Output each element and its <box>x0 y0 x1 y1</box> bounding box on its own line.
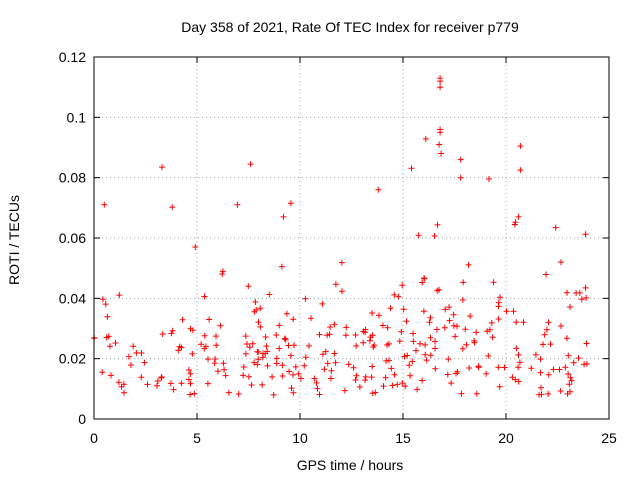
axis-ticks: 0 5 10 15 20 25 0 0.02 0.04 0.06 0.08 0.1 0.12 <box>59 49 617 446</box>
chart-title: Day 358 of 2021, Rate Of TEC Index for r… <box>181 19 519 35</box>
scatter-points <box>91 75 590 398</box>
y-tick-label: 0.04 <box>59 290 86 306</box>
x-axis-label: GPS time / hours <box>297 457 404 473</box>
y-axis-label: ROTI / TECUs <box>6 195 22 285</box>
y-tick-label: 0.02 <box>59 351 86 367</box>
x-tick-label: 10 <box>292 430 308 446</box>
grid-lines <box>94 57 609 419</box>
x-tick-label: 20 <box>498 430 514 446</box>
y-tick-label: 0.06 <box>59 230 86 246</box>
x-tick-label: 15 <box>395 430 411 446</box>
y-tick-label: 0.1 <box>67 109 87 125</box>
x-tick-label: 25 <box>601 430 617 446</box>
y-tick-label: 0.12 <box>59 49 86 65</box>
x-tick-label: 5 <box>193 430 201 446</box>
y-tick-label: 0.08 <box>59 170 86 186</box>
roti-markers <box>91 75 590 398</box>
y-tick-label: 0 <box>78 411 86 427</box>
x-tick-label: 0 <box>90 430 98 446</box>
